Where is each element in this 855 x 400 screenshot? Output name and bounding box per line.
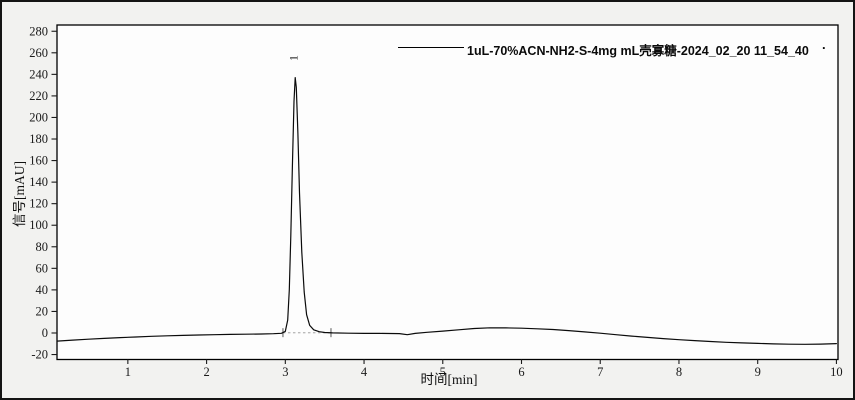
y-axis-tick-label: 260 bbox=[29, 46, 48, 60]
y-axis-tick-label: 180 bbox=[29, 132, 48, 146]
x-axis-tick-label: 6 bbox=[518, 365, 524, 379]
x-axis-tick-label: 4 bbox=[361, 365, 368, 379]
legend-label: 1uL-70%ACN-NH2-S-4mg mL壳寡糖-2024_02_20 11… bbox=[467, 44, 809, 58]
x-axis-tick-label: 9 bbox=[755, 365, 761, 379]
legend-trailing-dot: . bbox=[822, 37, 826, 52]
y-axis-tick-label: 120 bbox=[29, 197, 48, 211]
y-axis-tick-label: 200 bbox=[29, 110, 48, 124]
y-axis-tick-label: 280 bbox=[29, 24, 48, 38]
x-axis-tick-label: 10 bbox=[830, 365, 843, 379]
y-axis-tick-label: 100 bbox=[29, 218, 48, 232]
x-axis-tick-label: 8 bbox=[676, 365, 682, 379]
y-axis-tick-label: 0 bbox=[42, 326, 48, 340]
x-axis-tick-label: 5 bbox=[440, 365, 446, 379]
y-axis-tick-label: 160 bbox=[29, 154, 48, 168]
x-axis-tick-label: 3 bbox=[282, 365, 288, 379]
legend-line-swatch bbox=[398, 47, 464, 48]
y-axis-title: 信号[mAU] bbox=[12, 161, 27, 227]
y-axis-tick-label: 60 bbox=[36, 261, 49, 275]
y-axis-tick-label: 220 bbox=[29, 89, 48, 103]
y-axis-tick-label: 240 bbox=[29, 67, 48, 81]
y-axis-tick-label: 40 bbox=[36, 283, 49, 297]
y-axis-tick-label: 140 bbox=[29, 175, 48, 189]
peak-1-label: 1 bbox=[288, 55, 301, 61]
y-axis-tick-label: -20 bbox=[31, 348, 48, 362]
y-axis-tick-label: 80 bbox=[36, 240, 49, 254]
x-axis-title: 时间[min] bbox=[420, 372, 478, 387]
x-axis-tick-label: 7 bbox=[597, 365, 603, 379]
y-axis-tick-label: 20 bbox=[36, 304, 49, 318]
signal-trace bbox=[56, 77, 837, 345]
x-axis-tick-label: 1 bbox=[125, 365, 131, 379]
plot-frame bbox=[56, 24, 839, 361]
x-axis-tick-label: 2 bbox=[203, 365, 209, 379]
